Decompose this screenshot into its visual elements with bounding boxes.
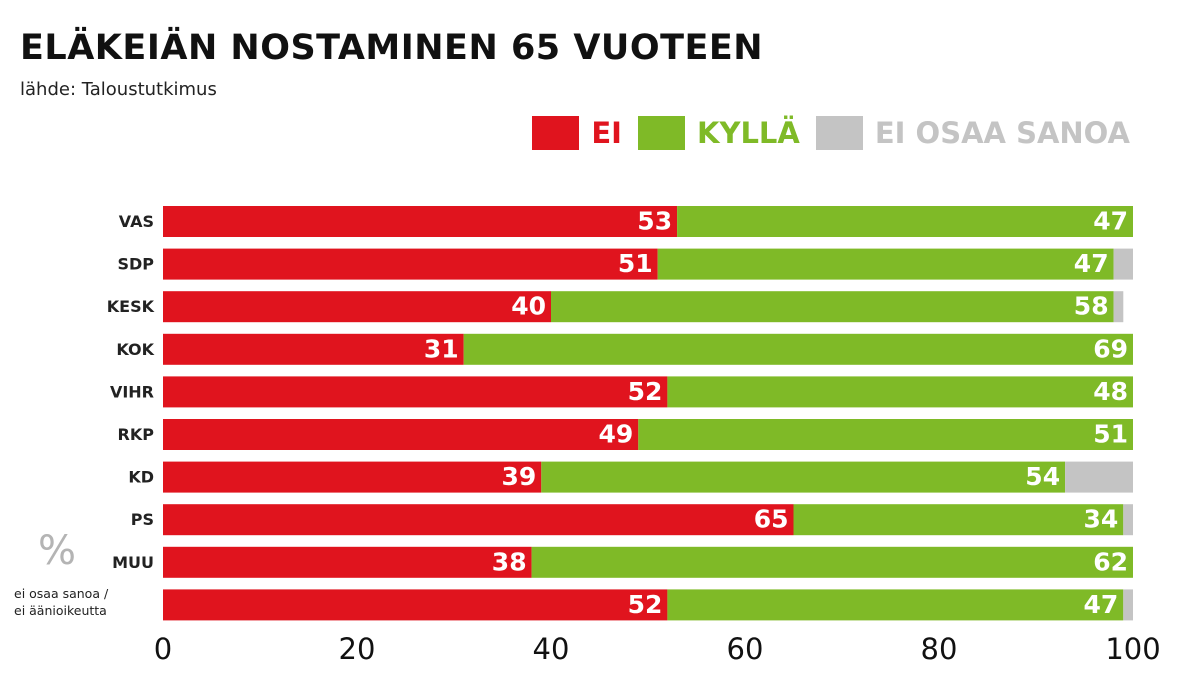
bar-kyllä-vihr	[667, 376, 1133, 408]
bar-ei-osaa-sanoa-kesk	[1113, 291, 1124, 323]
category-label-sdp: SDP	[117, 255, 154, 274]
x-tick-label-0: 0	[154, 632, 172, 666]
x-tick-label-80: 80	[921, 632, 958, 666]
bar-ei-rkp	[163, 419, 639, 450]
bar-ei-osaa-sanoa-sdp	[1113, 248, 1133, 280]
data-label-ei-kd: 39	[502, 462, 537, 491]
bar-ei-osaa-sanoa-kd	[1065, 461, 1133, 493]
bar-ei-kesk	[163, 291, 551, 323]
bar-kyllä-rkp	[638, 419, 1133, 450]
data-label-ei-kesk: 40	[511, 292, 546, 321]
chart-legend: EI KYLLÄ EI OSAA SANOA	[526, 116, 1130, 150]
bar-kyllä-kd	[541, 461, 1066, 493]
bar-ei-osaa-sanoa-ps	[1123, 504, 1133, 536]
chart-source: lähde: Taloustutkimus	[20, 79, 217, 100]
bar-ei-kok	[163, 333, 464, 365]
legend-item-kylla: KYLLÄ	[637, 116, 800, 150]
bar-ei-ei-osaa-sanoa-ei-äänioikeutta	[163, 589, 668, 621]
data-label-ei-kok: 31	[424, 334, 459, 363]
category-label-kok: KOK	[116, 340, 154, 359]
data-label-kyllä-kd: 54	[1025, 462, 1060, 491]
bar-ei-osaa-sanoa-ei-osaa-sanoa-ei-äänioikeutta	[1123, 589, 1133, 621]
data-label-ei-vas: 53	[637, 207, 672, 236]
data-label-kyllä-rkp: 51	[1093, 420, 1128, 449]
legend-swatch-kylla	[637, 116, 685, 150]
last-row-label-line2: ei äänioikeutta	[14, 603, 107, 618]
data-label-kyllä-muu: 62	[1093, 547, 1128, 576]
category-label-vas: VAS	[119, 212, 154, 231]
category-label-vihr: VIHR	[110, 382, 154, 401]
bar-kyllä-kok	[463, 333, 1133, 365]
category-label-rkp: RKP	[118, 425, 155, 444]
percent-symbol: %	[38, 528, 77, 574]
category-label-muu: MUU	[112, 553, 154, 572]
legend-label-eos: EI OSAA SANOA	[874, 116, 1130, 150]
last-row-label-line1: ei osaa sanoa /	[14, 586, 109, 601]
data-label-kyllä-vihr: 48	[1093, 377, 1128, 406]
bar-ei-muu	[163, 546, 532, 578]
x-tick-label-40: 40	[533, 632, 570, 666]
chart-title: ELÄKEIÄN NOSTAMINEN 65 VUOTEEN	[20, 28, 764, 68]
data-label-kyllä-kok: 69	[1093, 334, 1128, 363]
legend-label-kylla: KYLLÄ	[696, 116, 800, 150]
data-label-kyllä-kesk: 58	[1074, 292, 1109, 321]
legend-label-ei: EI	[591, 116, 622, 150]
bar-kyllä-sdp	[657, 248, 1114, 280]
legend-swatch-eos	[815, 116, 863, 150]
data-label-kyllä-ei-osaa-sanoa-ei-äänioikeutta: 47	[1084, 590, 1119, 619]
category-label-kd: KD	[128, 468, 154, 487]
bar-kyllä-kesk	[551, 291, 1114, 323]
data-label-ei-ps: 65	[754, 505, 789, 534]
data-label-ei-muu: 38	[492, 547, 527, 576]
last-row-label: ei osaa sanoa / ei äänioikeutta	[14, 585, 164, 619]
data-label-kyllä-sdp: 47	[1074, 249, 1109, 278]
bar-kyllä-ei-osaa-sanoa-ei-äänioikeutta	[667, 589, 1124, 621]
x-tick-label-20: 20	[339, 632, 376, 666]
x-tick-label-100: 100	[1105, 632, 1160, 666]
bar-ei-sdp	[163, 248, 658, 280]
legend-item-ei: EI	[532, 116, 622, 150]
data-label-ei-sdp: 51	[618, 249, 653, 278]
bar-kyllä-muu	[531, 546, 1133, 578]
x-tick-label-60: 60	[727, 632, 764, 666]
data-label-kyllä-ps: 34	[1084, 505, 1119, 534]
data-label-ei-ei-osaa-sanoa-ei-äänioikeutta: 52	[628, 590, 663, 619]
category-label-kesk: KESK	[107, 297, 155, 316]
bar-kyllä-ps	[793, 504, 1124, 536]
data-label-ei-rkp: 49	[599, 420, 634, 449]
data-label-ei-vihr: 52	[628, 377, 663, 406]
legend-swatch-ei	[532, 116, 580, 150]
bar-ei-kd	[163, 461, 542, 493]
data-label-kyllä-vas: 47	[1093, 207, 1128, 236]
category-label-ps: PS	[131, 510, 154, 529]
bar-ei-vihr	[163, 376, 668, 408]
bar-ei-vas	[163, 206, 678, 237]
legend-item-eos: EI OSAA SANOA	[815, 116, 1130, 150]
bar-kyllä-vas	[677, 206, 1133, 237]
bar-ei-ps	[163, 504, 794, 536]
